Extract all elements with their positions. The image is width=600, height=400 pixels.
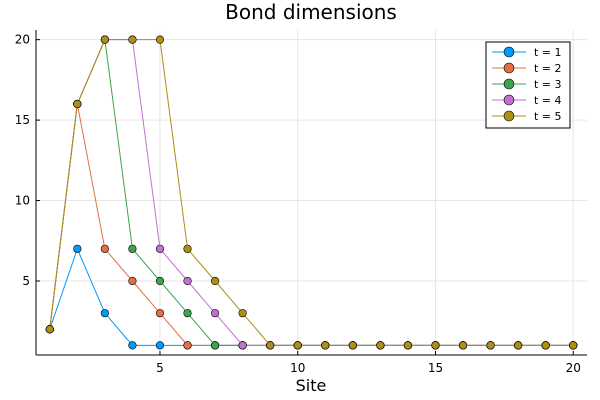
- series-5-point-10: [293, 341, 302, 350]
- y-tick-label-2: 15: [15, 113, 30, 127]
- legend-label-4: t = 4: [534, 94, 562, 107]
- series-5-point-1: [45, 325, 54, 334]
- axes: 5 10 15 20 5 10 15 20: [15, 30, 587, 375]
- series-5-point-4: [128, 35, 137, 44]
- series-5-point-11: [321, 341, 330, 350]
- series-1-point-4: [128, 341, 137, 350]
- chart-title: Bond dimensions: [225, 0, 397, 24]
- x-tick-label-1: 10: [290, 361, 305, 375]
- series-2-point-6: [183, 341, 192, 350]
- series-5-point-20: [569, 341, 578, 350]
- legend-label-2: t = 2: [534, 62, 562, 75]
- series-4-point-5: [155, 244, 165, 253]
- series-2: [45, 99, 578, 350]
- series-5-point-6: [183, 244, 192, 253]
- series-5-point-2: [73, 99, 82, 109]
- series-3-point-6: [183, 309, 192, 318]
- legend-box: [485, 41, 571, 129]
- series-5-point-17: [486, 341, 495, 350]
- grid: [36, 30, 587, 355]
- series: [45, 35, 578, 350]
- series-5-point-18: [514, 341, 523, 350]
- series-1-point-3: [100, 309, 109, 318]
- x-tick-label-2: 15: [428, 361, 443, 375]
- series-5: [45, 35, 578, 350]
- legend-marker-2: [503, 62, 515, 74]
- series-5-point-13: [376, 341, 385, 350]
- series-2-point-4: [128, 276, 137, 286]
- series-4-point-6: [183, 276, 192, 286]
- series-5-line: [49, 39, 574, 346]
- series-5-point-3: [100, 35, 109, 44]
- series-5-point-14: [403, 341, 413, 350]
- series-5-point-5: [155, 35, 165, 44]
- series-2-point-5: [155, 309, 165, 318]
- series-5-point-7: [210, 276, 220, 286]
- legend-label-5: t = 5: [534, 110, 562, 123]
- series-3-point-4: [128, 244, 137, 253]
- series-1: [45, 244, 578, 350]
- series-3-point-7: [210, 341, 220, 350]
- legend-marker-5: [503, 110, 515, 122]
- series-4-point-7: [210, 309, 220, 318]
- series-5-point-19: [541, 341, 550, 350]
- y-tick-label-1: 10: [15, 194, 30, 208]
- series-1-point-2: [73, 244, 82, 253]
- x-tick-label-3: 20: [566, 361, 581, 375]
- series-5-point-12: [348, 341, 357, 350]
- x-tick-label-0: 5: [156, 361, 164, 375]
- series-5-point-15: [431, 341, 440, 350]
- y-tick-label-0: 5: [22, 274, 30, 288]
- legend-label-1: t = 1: [534, 46, 562, 59]
- y-tick-label-3: 20: [15, 33, 30, 47]
- series-2-line: [49, 103, 574, 346]
- series-5-point-9: [266, 341, 275, 350]
- x-axis-label: Site: [296, 376, 327, 395]
- legend: t = 1 t = 2 t = 3 t = 4 t = 5: [485, 41, 571, 129]
- series-1-line: [49, 247, 574, 346]
- series-2-point-3: [100, 244, 109, 253]
- legend-marker-4: [503, 94, 515, 106]
- legend-marker-3: [503, 78, 515, 90]
- series-3-point-5: [155, 276, 165, 286]
- series-5-point-16: [458, 341, 468, 350]
- series-1-point-5: [155, 341, 165, 350]
- legend-marker-1: [503, 46, 515, 58]
- legend-label-3: t = 3: [534, 78, 562, 91]
- series-4-point-8: [238, 341, 247, 350]
- series-5-point-8: [238, 309, 247, 318]
